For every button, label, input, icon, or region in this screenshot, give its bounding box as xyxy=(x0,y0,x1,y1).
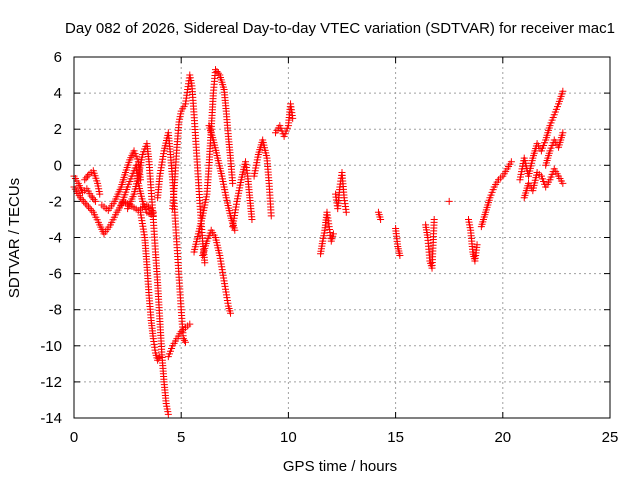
data-point xyxy=(214,69,222,77)
data-point xyxy=(84,172,92,180)
x-tick-label: 0 xyxy=(70,429,78,446)
x-tick-label: 25 xyxy=(602,429,619,446)
data-point xyxy=(559,179,567,187)
data-point xyxy=(83,201,91,209)
data-point xyxy=(559,129,567,137)
x-tick-label: 20 xyxy=(494,429,511,446)
y-tick-label: -14 xyxy=(40,410,62,427)
data-point xyxy=(430,215,438,223)
data-point xyxy=(80,197,88,205)
data-point xyxy=(201,259,209,267)
data-point xyxy=(156,353,164,361)
x-axis-label: GPS time / hours xyxy=(283,458,397,475)
data-point xyxy=(87,192,95,200)
x-tick-label: 15 xyxy=(387,429,404,446)
y-tick-label: 4 xyxy=(54,85,62,102)
data-point xyxy=(289,114,297,122)
data-point xyxy=(473,241,481,249)
y-tick-label: -6 xyxy=(49,266,62,283)
data-point xyxy=(84,203,92,211)
data-point xyxy=(396,252,404,260)
data-point xyxy=(154,356,162,364)
data-point xyxy=(377,215,385,223)
y-tick-label: -2 xyxy=(49,193,62,210)
data-point xyxy=(155,354,163,362)
data-point xyxy=(267,212,275,220)
data-point xyxy=(90,196,98,204)
data-point xyxy=(213,67,221,75)
data-point xyxy=(329,230,337,238)
y-tick-label: -4 xyxy=(49,230,62,247)
data-point xyxy=(78,196,86,204)
data-point xyxy=(89,194,97,202)
data-point xyxy=(212,66,220,74)
data-point xyxy=(445,197,453,205)
chart-title: Day 082 of 2026, Sidereal Day-to-day VTE… xyxy=(65,20,615,37)
data-point xyxy=(88,206,96,214)
data-point xyxy=(180,336,188,344)
y-tick-label: -10 xyxy=(40,338,62,355)
data-point xyxy=(181,338,189,346)
data-point xyxy=(229,179,237,187)
y-tick-label: 6 xyxy=(54,49,62,66)
data-point xyxy=(231,226,239,234)
y-tick-label: -12 xyxy=(40,374,62,391)
y-tick-label: -8 xyxy=(49,302,62,319)
y-tick-label: 0 xyxy=(54,157,62,174)
data-point xyxy=(559,87,567,95)
y-tick-label: 2 xyxy=(54,121,62,138)
data-point xyxy=(96,190,104,198)
data-point xyxy=(164,410,172,418)
data-point xyxy=(91,197,99,205)
data-point xyxy=(186,320,194,328)
data-point xyxy=(507,158,515,166)
data-point xyxy=(81,199,89,207)
data-point xyxy=(82,174,90,182)
x-tick-label: 10 xyxy=(280,429,297,446)
data-points xyxy=(70,66,567,418)
data-point xyxy=(179,335,187,343)
grid-lines xyxy=(74,57,610,418)
data-point xyxy=(81,176,89,184)
data-point xyxy=(227,309,235,317)
y-axis-label: SDTVAR / TECUs xyxy=(6,178,23,298)
data-point xyxy=(342,208,350,216)
data-point xyxy=(76,194,84,202)
data-point xyxy=(248,215,256,223)
axes: 0 5 10 15 20 25 -14 -12 -10 -8 -6 -4 -2 0 2 4 6 xyxy=(40,49,618,446)
x-tick-label: 5 xyxy=(177,429,185,446)
data-point xyxy=(86,205,94,213)
